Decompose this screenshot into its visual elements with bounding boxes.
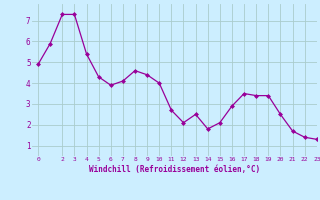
X-axis label: Windchill (Refroidissement éolien,°C): Windchill (Refroidissement éolien,°C) xyxy=(89,165,260,174)
